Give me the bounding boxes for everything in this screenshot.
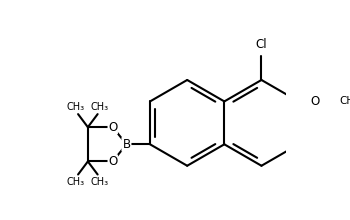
Text: CH₃: CH₃	[67, 102, 85, 112]
Text: CH₃: CH₃	[91, 102, 109, 112]
Text: Cl: Cl	[256, 38, 267, 51]
Text: O: O	[310, 95, 320, 108]
Text: CH₃: CH₃	[340, 96, 350, 106]
Text: O: O	[108, 121, 117, 134]
Text: CH₃: CH₃	[67, 177, 85, 187]
Text: O: O	[108, 155, 117, 168]
Text: B: B	[122, 138, 131, 151]
Text: CH₃: CH₃	[91, 177, 109, 187]
